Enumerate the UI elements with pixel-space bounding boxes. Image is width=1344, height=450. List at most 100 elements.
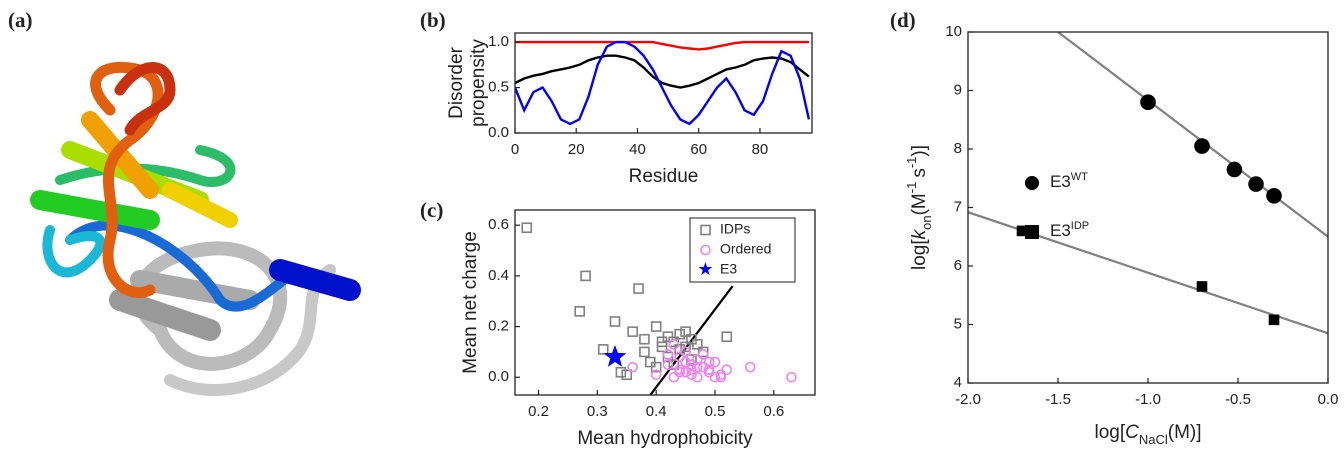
x-axis-label: Mean hydrophobicity: [577, 428, 753, 449]
marker-circle: [627, 361, 638, 373]
marker-circle: [709, 371, 721, 383]
plot: [968, 32, 1328, 335]
label-part: -1: [904, 157, 919, 169]
panel-label: (b): [420, 8, 446, 32]
y-tick-label: 0.0: [488, 124, 509, 141]
legend-circle: [1025, 176, 1039, 190]
y-tick-label: 7: [954, 198, 962, 215]
legend-circle: [700, 244, 711, 256]
fit-line: [649, 285, 734, 395]
y-tick-label: 0.2: [488, 318, 509, 335]
marker-square: [615, 366, 627, 378]
protein-image: [30, 61, 361, 396]
x-tick-label: 0.0: [1318, 391, 1339, 408]
x-tick-label: -1.0: [1135, 391, 1161, 408]
marker-square: [680, 341, 691, 353]
marker-circle: [668, 339, 680, 350]
x-tick-label: 40: [629, 141, 646, 158]
legend-label: E3IDP: [1050, 220, 1089, 241]
panel-label: (d): [890, 8, 916, 32]
marker-square: [686, 354, 697, 365]
marker-circle: [697, 349, 709, 360]
y-tick-label: 6: [954, 257, 962, 274]
marker-star: [603, 345, 627, 367]
marker-square: [521, 222, 533, 234]
marker-circle: [715, 371, 727, 383]
series-line: [515, 40, 811, 126]
marker-circle: [680, 366, 691, 378]
legend-label: IDPs: [720, 221, 750, 237]
x-tick-label: -2.0: [955, 391, 981, 408]
x-tick-label: 0.5: [705, 403, 726, 420]
marker-circle: [744, 361, 756, 373]
label-part: log[: [909, 239, 930, 270]
legend-label: E3WT: [1050, 171, 1088, 192]
y-axis-label: propensity: [468, 39, 489, 127]
marker-circle: [692, 361, 703, 373]
y-axis-label: Mean net charge: [460, 231, 481, 374]
marker-circle: [721, 364, 733, 375]
plot: [521, 222, 797, 395]
series-line: [515, 54, 810, 89]
label-part: (M: [909, 193, 930, 215]
x-tick-label: 0.2: [528, 403, 549, 420]
label-part: -1: [904, 182, 919, 194]
marker-square: [574, 306, 586, 317]
label-part: k: [909, 228, 930, 239]
y-tick-label: 0.6: [488, 216, 509, 233]
fit-line: [1057, 32, 1328, 238]
marker-square: [692, 339, 703, 350]
marker-circle: [1266, 188, 1282, 204]
legend-superscript: WT: [1071, 171, 1088, 183]
label-part: (M)]: [1168, 422, 1202, 443]
label-part: )]: [909, 145, 930, 157]
x-tick-label: 0.3: [587, 403, 608, 420]
marker-square: [650, 361, 662, 373]
marker-circle: [1194, 138, 1210, 154]
marker-circle: [786, 371, 797, 383]
panel-label: (a): [8, 8, 33, 32]
y-tick-label: 9: [954, 81, 962, 98]
y-tick-label: 4: [954, 374, 962, 391]
plot: [515, 40, 811, 126]
x-tick-label: 0.6: [763, 403, 784, 420]
y-tick-label: 1.0: [488, 33, 509, 50]
y-tick-label: 10: [945, 23, 962, 40]
y-tick-label: 0.0: [488, 368, 509, 385]
marker-circle: [692, 371, 703, 383]
marker-square: [656, 336, 668, 348]
x-tick-label: -0.5: [1225, 391, 1251, 408]
legend-superscript: IDP: [1071, 220, 1089, 232]
x-axis-label: log[CNaCl(M)]: [1094, 422, 1201, 447]
legend-label: Ordered: [720, 241, 771, 257]
y-axis-label: Disorder: [446, 46, 467, 118]
y-axis-label: log[kon(M-1s-1)]: [904, 145, 934, 270]
x-tick-label: 60: [690, 141, 707, 158]
marker-circle: [703, 356, 715, 368]
legend-name: E3: [1050, 172, 1071, 191]
marker-square: [621, 369, 633, 381]
marker-square: [680, 326, 691, 337]
marker-square: [1268, 314, 1280, 326]
marker-square: [674, 328, 686, 340]
y-tick-label: 0.5: [488, 79, 509, 96]
marker-square: [627, 326, 638, 337]
y-tick-label: 0.4: [488, 267, 509, 284]
x-tick-label: 0.4: [646, 403, 667, 420]
marker-square: [597, 344, 609, 355]
legend-box: [689, 217, 796, 283]
marker-square: [639, 333, 650, 345]
axes-frame: [967, 31, 1329, 384]
marker-circle: [1226, 161, 1243, 178]
marker-square: [1196, 281, 1208, 292]
marker-circle: [709, 356, 721, 368]
x-tick-label: 80: [752, 141, 769, 158]
legend-square: [700, 224, 711, 236]
axes-frame: [514, 209, 816, 396]
legend-name: E3: [1050, 221, 1071, 240]
label-part: s: [909, 168, 930, 178]
marker-circle: [1248, 176, 1264, 192]
panel-label: (c): [420, 198, 443, 222]
legend-star: ★: [697, 259, 713, 279]
